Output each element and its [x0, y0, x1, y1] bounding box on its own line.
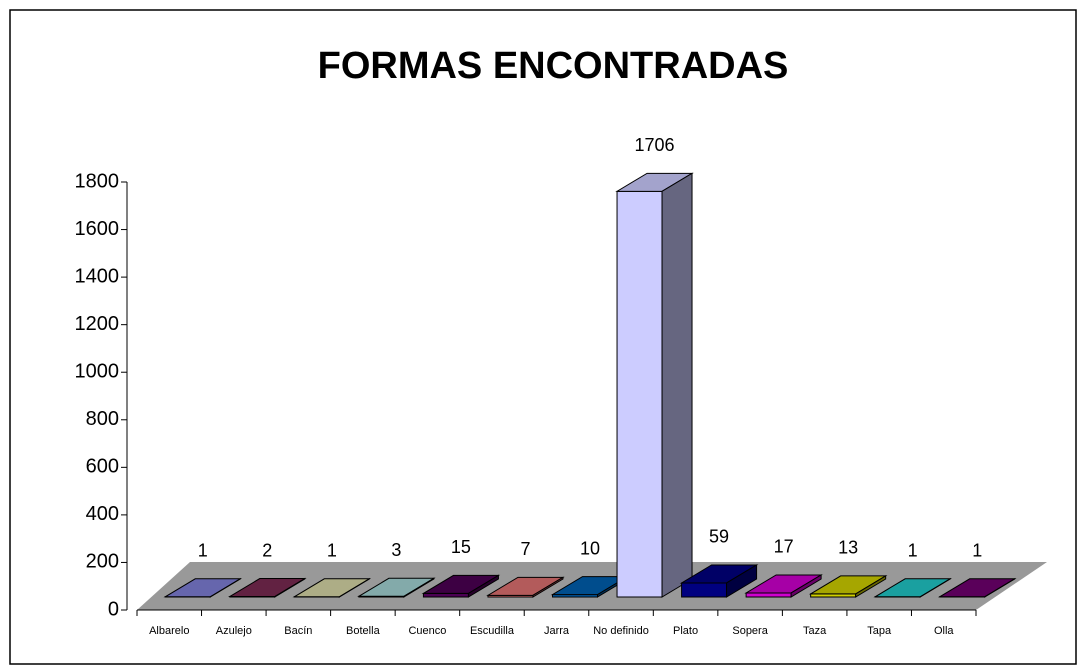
y-tick-label: 1000: [75, 361, 120, 383]
value-label: 2: [262, 540, 272, 560]
bar-side: [338, 577, 370, 598]
value-label: 1706: [635, 135, 675, 155]
x-tick-label: Tapa: [867, 625, 892, 637]
y-tick-label: 400: [86, 503, 119, 525]
value-label: 1: [327, 541, 337, 561]
bar-side: [274, 577, 306, 598]
x-tick-label: Sopera: [732, 625, 768, 637]
x-tick-label: Plato: [673, 625, 699, 637]
bar-side: [919, 577, 951, 598]
x-tick-label: Bacín: [284, 625, 313, 637]
y-tick-label: 1200: [75, 313, 120, 335]
bar-front: [681, 582, 728, 598]
value-label: 7: [520, 539, 530, 559]
x-tick-label: Taza: [803, 625, 827, 637]
bar-side: [467, 574, 499, 598]
bar-side: [984, 577, 1016, 598]
x-tick-label: Escudilla: [469, 625, 514, 637]
bar-front: [616, 190, 663, 598]
value-label: 1: [972, 541, 982, 561]
bar-side: [209, 577, 241, 598]
chart-border: [9, 9, 1077, 665]
value-label: 3: [391, 540, 401, 560]
y-tick-label: 200: [86, 551, 119, 573]
chart-title: FORMAS ENCONTRADAS: [318, 45, 789, 87]
bar-front: [422, 592, 469, 598]
x-tick-label: Botella: [346, 625, 380, 637]
value-label: 17: [774, 537, 794, 557]
y-tick-label: 800: [86, 408, 119, 430]
y-tick-label: 1600: [75, 218, 120, 240]
value-label: 13: [838, 538, 858, 558]
x-tick-label: Azulejo: [215, 625, 252, 637]
x-tick-label: Albarelo: [149, 625, 190, 637]
x-tick-label: Jarra: [543, 625, 570, 637]
value-label: 10: [580, 538, 600, 558]
bar-side: [532, 576, 564, 598]
x-tick-label: Cuenco: [408, 625, 447, 637]
value-label: 1: [908, 541, 918, 561]
bar-side: [726, 564, 758, 598]
y-tick-label: 0: [108, 598, 119, 620]
bar-side: [661, 172, 693, 598]
bar-front: [745, 592, 792, 598]
x-tick-label: Olla: [933, 625, 954, 637]
y-tick-label: 600: [86, 456, 119, 478]
bar-side: [855, 575, 887, 598]
value-label: 1: [198, 541, 208, 561]
bar-side: [403, 577, 435, 598]
value-label: 15: [451, 537, 471, 557]
y-tick-label: 1400: [75, 265, 120, 287]
bar-side: [790, 574, 822, 598]
x-tick-label: No definido: [593, 625, 649, 637]
y-tick-label: 1800: [75, 170, 120, 192]
value-label: 59: [709, 527, 729, 547]
